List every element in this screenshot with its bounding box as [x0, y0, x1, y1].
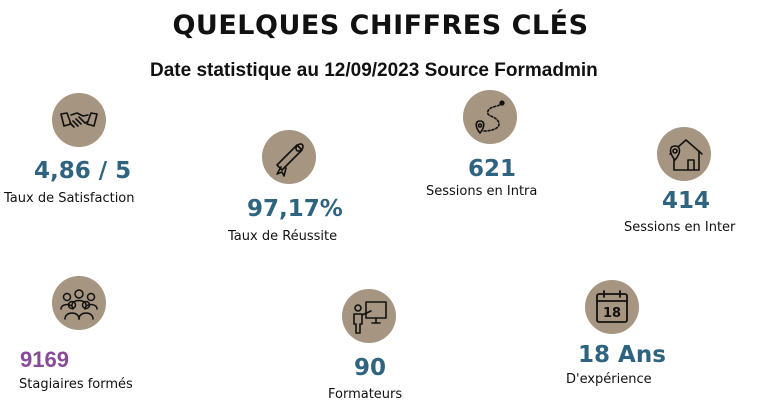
intra-label: Sessions en Intra — [426, 184, 538, 199]
stagiaires-label: Stagiaires formés — [19, 377, 133, 392]
inter-label: Sessions en Inter — [624, 220, 736, 235]
calendar-icon: 18 — [585, 280, 639, 334]
experience-value: 18 Ans — [578, 342, 666, 368]
formateurs-value: 90 — [354, 355, 387, 381]
satisfaction-value: 4,86 / 5 — [34, 158, 132, 184]
house-pin-icon — [657, 127, 711, 181]
experience-label: D'expérience — [566, 372, 652, 387]
reussite-label: Taux de Réussite — [228, 229, 338, 244]
intra-value: 621 — [468, 156, 517, 182]
satisfaction-label: Taux de Satisfaction — [4, 191, 135, 206]
calendar-day: 18 — [603, 306, 621, 321]
formateurs-label: Formateurs — [328, 387, 403, 402]
reussite-value: 97,17% — [247, 196, 343, 222]
handshake-icon — [52, 93, 106, 147]
inter-value: 414 — [662, 188, 711, 214]
stagiaires-value: 9169 — [20, 347, 69, 372]
page-title: QUELQUES CHIFFRES CLÉS — [172, 10, 589, 41]
diploma-icon — [262, 130, 316, 184]
route-pin-icon — [463, 90, 517, 144]
trainer-icon — [342, 289, 396, 343]
group-icon — [52, 276, 106, 330]
page-subtitle: Date statistique au 12/09/2023 Source Fo… — [150, 60, 598, 81]
